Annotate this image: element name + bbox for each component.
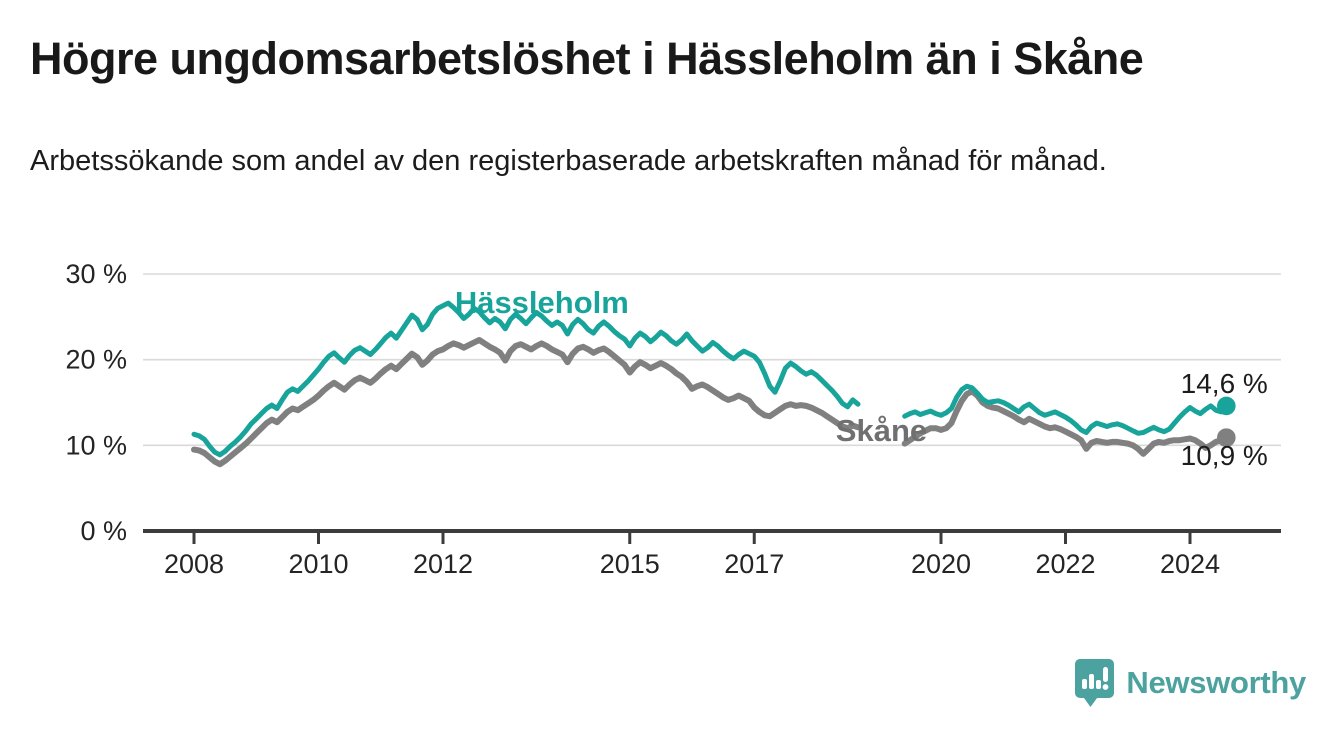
- series-label-skane: Skåne: [836, 413, 927, 448]
- x-tick-label: 2008: [164, 549, 224, 579]
- newsworthy-logo-icon: [1075, 659, 1115, 707]
- x-tick-label: 2010: [288, 549, 348, 579]
- x-tick-label: 2012: [413, 549, 473, 579]
- x-tick-label: 2022: [1035, 549, 1095, 579]
- series-line-hassleholm: [191, 300, 1229, 458]
- x-tick-label: 2024: [1160, 549, 1220, 579]
- chart-subtitle: Arbetssökande som andel av den registerb…: [30, 145, 1107, 177]
- series-label-hassleholm: Hässleholm: [455, 285, 629, 320]
- end-value-label-hassleholm: 14,6 %: [1181, 368, 1268, 399]
- series-line-skane: [191, 337, 1230, 468]
- series-endpoint-hassleholm: [1217, 396, 1236, 416]
- y-tick-label: 0 %: [80, 516, 127, 546]
- x-tick-label: 2015: [600, 549, 660, 579]
- y-tick-label: 30 %: [65, 259, 127, 289]
- series-endpoint-skane: [1217, 428, 1236, 447]
- y-tick-label: 20 %: [65, 345, 127, 375]
- y-tick-label: 10 %: [65, 430, 127, 460]
- x-tick-label: 2020: [911, 549, 971, 579]
- page-title: Högre ungdomsarbetslöshet i Hässleholm ä…: [30, 33, 1144, 84]
- end-value-label-skane: 10,9 %: [1181, 440, 1268, 471]
- newsworthy-brand: Newsworthy: [1074, 658, 1306, 708]
- x-tick-label: 2017: [724, 549, 784, 579]
- newsworthy-wordmark: Newsworthy: [1126, 665, 1306, 700]
